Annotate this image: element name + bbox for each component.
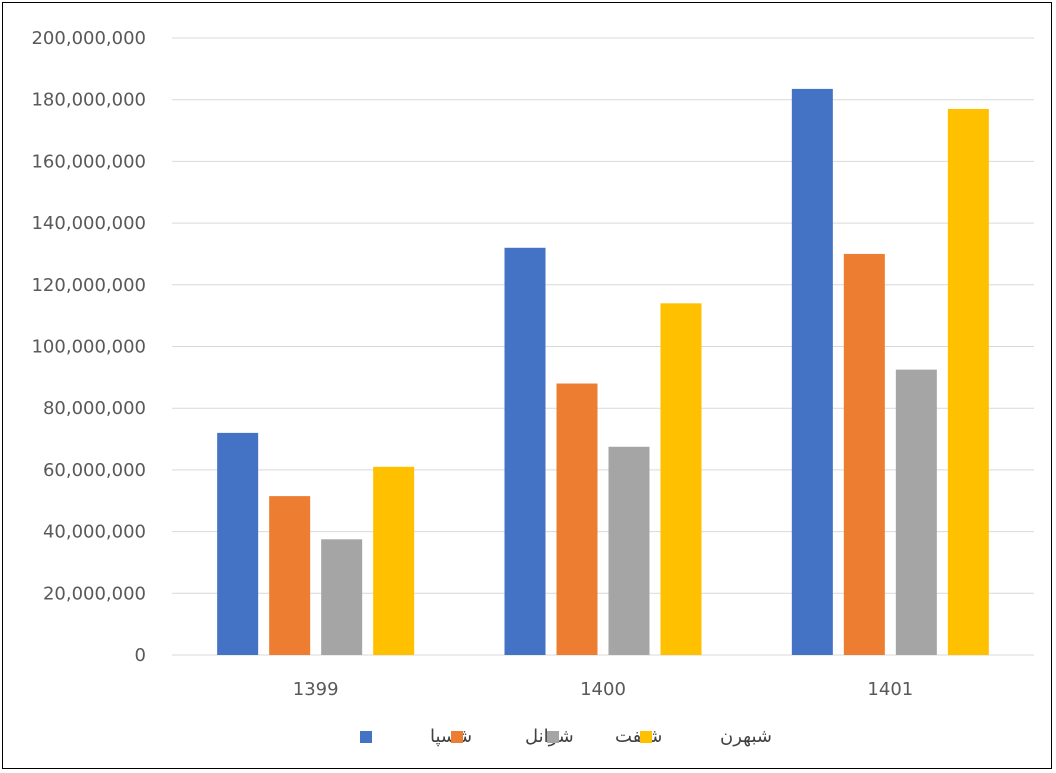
- legend-swatch-شرانل: [451, 731, 463, 743]
- y-tick-label: 100,000,000: [31, 337, 146, 358]
- x-tick-label: 1401: [867, 679, 913, 700]
- bar-شبهرن-1399: [373, 466, 415, 655]
- y-tick-label: 0: [135, 645, 146, 666]
- legend-swatch-شسپا: [360, 731, 372, 743]
- y-tick-label: 60,000,000: [43, 460, 146, 481]
- bar-شرانل-1399: [269, 496, 311, 655]
- y-tick-label: 80,000,000: [43, 398, 146, 419]
- bar-شنفت-1400: [608, 446, 650, 655]
- bar-شسپا-1400: [504, 247, 546, 655]
- y-tick-label: 120,000,000: [31, 275, 146, 296]
- y-tick-label: 20,000,000: [43, 583, 146, 604]
- bar-شسپا-1399: [217, 432, 259, 655]
- gridlines: [172, 37, 1034, 656]
- bar-شسپا-1401: [791, 88, 833, 656]
- bars: [217, 88, 989, 656]
- y-tick-label: 40,000,000: [43, 522, 146, 543]
- bar-شرانل-1401: [843, 253, 885, 655]
- x-tick-label: 1399: [293, 679, 339, 700]
- y-tick-label: 140,000,000: [31, 213, 146, 234]
- bar-شنفت-1401: [895, 369, 937, 655]
- bar-شبهرن-1400: [660, 303, 702, 655]
- legend: شسپاشرانلشنفتشبهرن: [360, 726, 772, 747]
- x-axis-ticks: 1399 1400 1401: [293, 679, 913, 700]
- y-axis-ticks: 0 20,000,000 40,000,000 60,000,000 80,000,00…: [31, 28, 146, 666]
- bar-شنفت-1399: [321, 539, 363, 655]
- bar-شبهرن-1401: [947, 108, 989, 655]
- legend-swatch-شنفت: [547, 731, 559, 743]
- y-tick-label: 180,000,000: [31, 90, 146, 111]
- legend-label: شنفت: [615, 726, 662, 747]
- x-tick-label: 1400: [580, 679, 626, 700]
- y-tick-label: 160,000,000: [31, 151, 146, 172]
- legend-swatch-شبهرن: [640, 731, 652, 743]
- bar-شرانل-1400: [556, 383, 598, 655]
- y-tick-label: 200,000,000: [31, 28, 146, 49]
- legend-label: شبهرن: [720, 726, 772, 747]
